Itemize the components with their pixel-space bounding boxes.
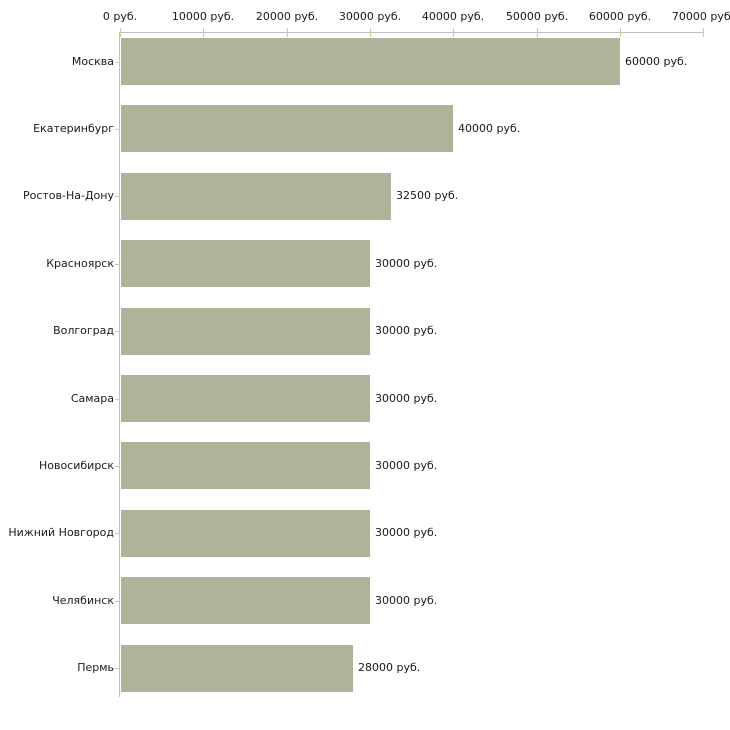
category-label: Челябинск (52, 594, 114, 607)
category-label: Екатеринбург (33, 122, 114, 135)
value-label: 30000 руб. (375, 459, 438, 472)
x-axis-tick (370, 28, 371, 37)
x-axis-tick (287, 28, 288, 37)
value-label: 30000 руб. (375, 594, 438, 607)
bar-Ростов-На-Дону (121, 173, 391, 220)
y-axis-tick (115, 601, 120, 602)
bar-Новосибирск (121, 442, 370, 489)
y-axis-line (119, 32, 120, 697)
bar-Самара (121, 375, 370, 422)
value-label: 30000 руб. (375, 257, 438, 270)
bar-Челябинск (121, 577, 370, 624)
bar-Красноярск (121, 240, 370, 287)
value-label: 28000 руб. (358, 661, 421, 674)
y-axis-tick (115, 331, 120, 332)
category-label: Москва (71, 55, 114, 68)
category-label: Нижний Новгород (8, 526, 114, 539)
x-axis-tick-label: 10000 руб. (171, 10, 235, 23)
y-axis-tick (115, 62, 120, 63)
x-axis-tick-label: 40000 руб. (421, 10, 485, 23)
x-axis-tick (620, 28, 621, 37)
x-axis-tick-label: 70000 руб. (671, 10, 730, 23)
x-axis-tick (537, 28, 538, 37)
y-axis-tick (115, 399, 120, 400)
x-axis-line (120, 32, 704, 33)
y-axis-tick (115, 264, 120, 265)
value-label: 32500 руб. (396, 189, 459, 202)
x-axis-tick-label: 20000 руб. (255, 10, 319, 23)
value-label: 30000 руб. (375, 324, 438, 337)
category-label: Красноярск (46, 257, 114, 270)
x-axis-tick (120, 28, 121, 37)
bar-Нижний Новгород (121, 510, 370, 557)
y-axis-tick (115, 196, 120, 197)
category-label: Пермь (77, 661, 114, 674)
value-label: 30000 руб. (375, 392, 438, 405)
x-axis-tick-label: 30000 руб. (338, 10, 402, 23)
x-axis-tick-label: 50000 руб. (505, 10, 569, 23)
bar-Пермь (121, 645, 353, 692)
category-label: Волгоград (53, 324, 114, 337)
x-axis-tick (453, 28, 454, 37)
category-label: Самара (70, 392, 114, 405)
x-axis-tick-label: 60000 руб. (588, 10, 652, 23)
bar-Волгоград (121, 308, 370, 355)
category-label: Новосибирск (38, 459, 114, 472)
value-label: 40000 руб. (458, 122, 521, 135)
y-axis-tick (115, 466, 120, 467)
value-label: 60000 руб. (625, 55, 688, 68)
y-axis-tick (115, 129, 120, 130)
y-axis-tick (115, 533, 120, 534)
bar-Москва (121, 38, 620, 85)
x-axis-tick-label: 0 руб. (102, 10, 138, 23)
x-axis-tick (703, 28, 704, 37)
x-axis-tick (203, 28, 204, 37)
category-label: Ростов-На-Дону (22, 189, 114, 202)
value-label: 30000 руб. (375, 526, 438, 539)
bar-Екатеринбург (121, 105, 453, 152)
y-axis-tick (115, 668, 120, 669)
